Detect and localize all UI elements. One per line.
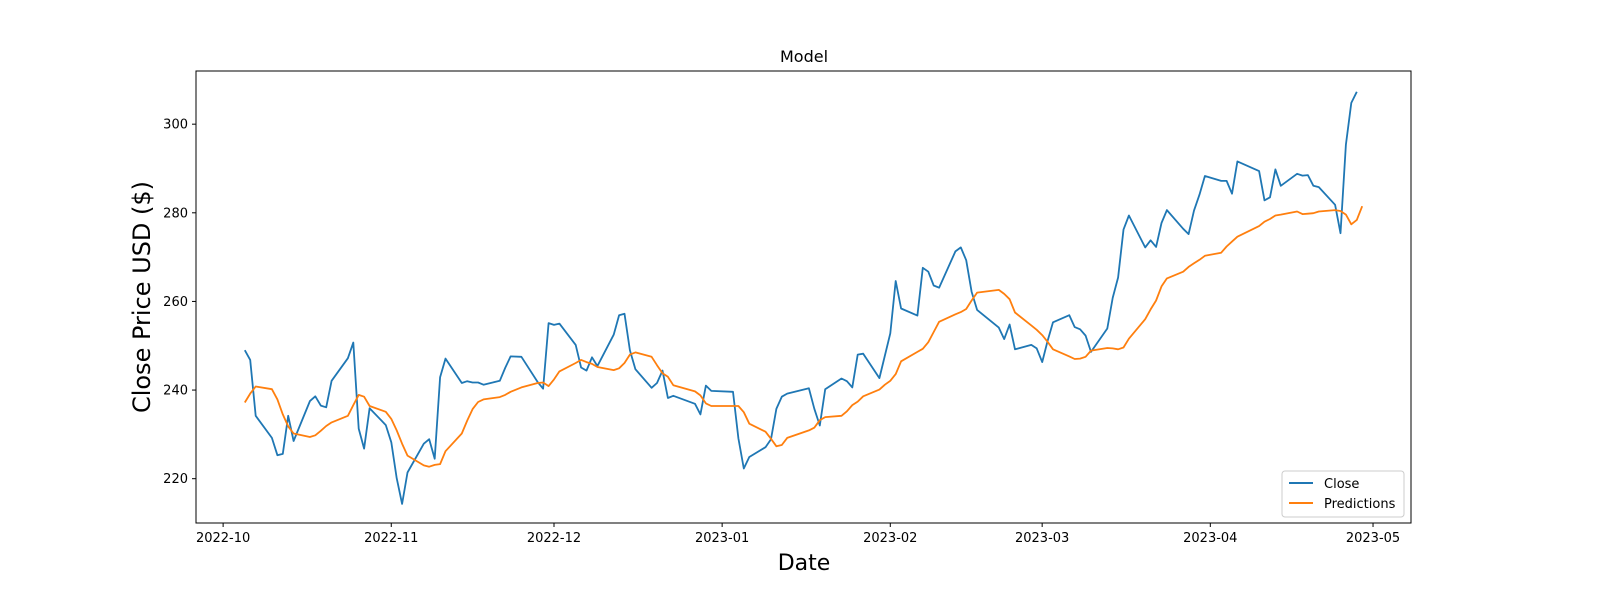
y-axis-title: Close Price USD ($) bbox=[128, 181, 156, 413]
legend: Close Predictions bbox=[1281, 470, 1405, 518]
x-tick-label: 2023-02 bbox=[863, 531, 917, 546]
y-tick-label: 220 bbox=[163, 472, 188, 487]
x-tick-label: 2022-12 bbox=[527, 531, 581, 546]
x-axis-ticks: 2022-10 2022-11 2022-12 2023-01 2023-02 2023-… bbox=[196, 523, 1400, 546]
x-tick-label: 2023-04 bbox=[1183, 531, 1237, 546]
x-tick-label: 2022-11 bbox=[364, 531, 418, 546]
series-line-predictions bbox=[244, 205, 1364, 468]
x-tick-label: 2023-05 bbox=[1346, 531, 1400, 546]
y-tick-label: 240 bbox=[163, 384, 188, 399]
series-layer bbox=[244, 91, 1364, 505]
x-tick-label: 2023-01 bbox=[695, 531, 749, 546]
plot-frame bbox=[195, 70, 1412, 524]
y-tick-label: 260 bbox=[163, 295, 188, 310]
series-line-close bbox=[244, 91, 1358, 505]
y-tick-label: 280 bbox=[163, 206, 188, 221]
y-axis-ticks: 220 240 260 280 300 bbox=[163, 118, 196, 487]
x-axis-title: Date bbox=[778, 551, 831, 576]
y-tick-label: 300 bbox=[163, 118, 188, 133]
x-tick-label: 2022-10 bbox=[196, 531, 250, 546]
chart-title: Model bbox=[780, 47, 828, 66]
legend-label-close: Close bbox=[1324, 477, 1359, 492]
legend-label-predictions: Predictions bbox=[1324, 497, 1396, 512]
x-tick-label: 2023-03 bbox=[1015, 531, 1069, 546]
